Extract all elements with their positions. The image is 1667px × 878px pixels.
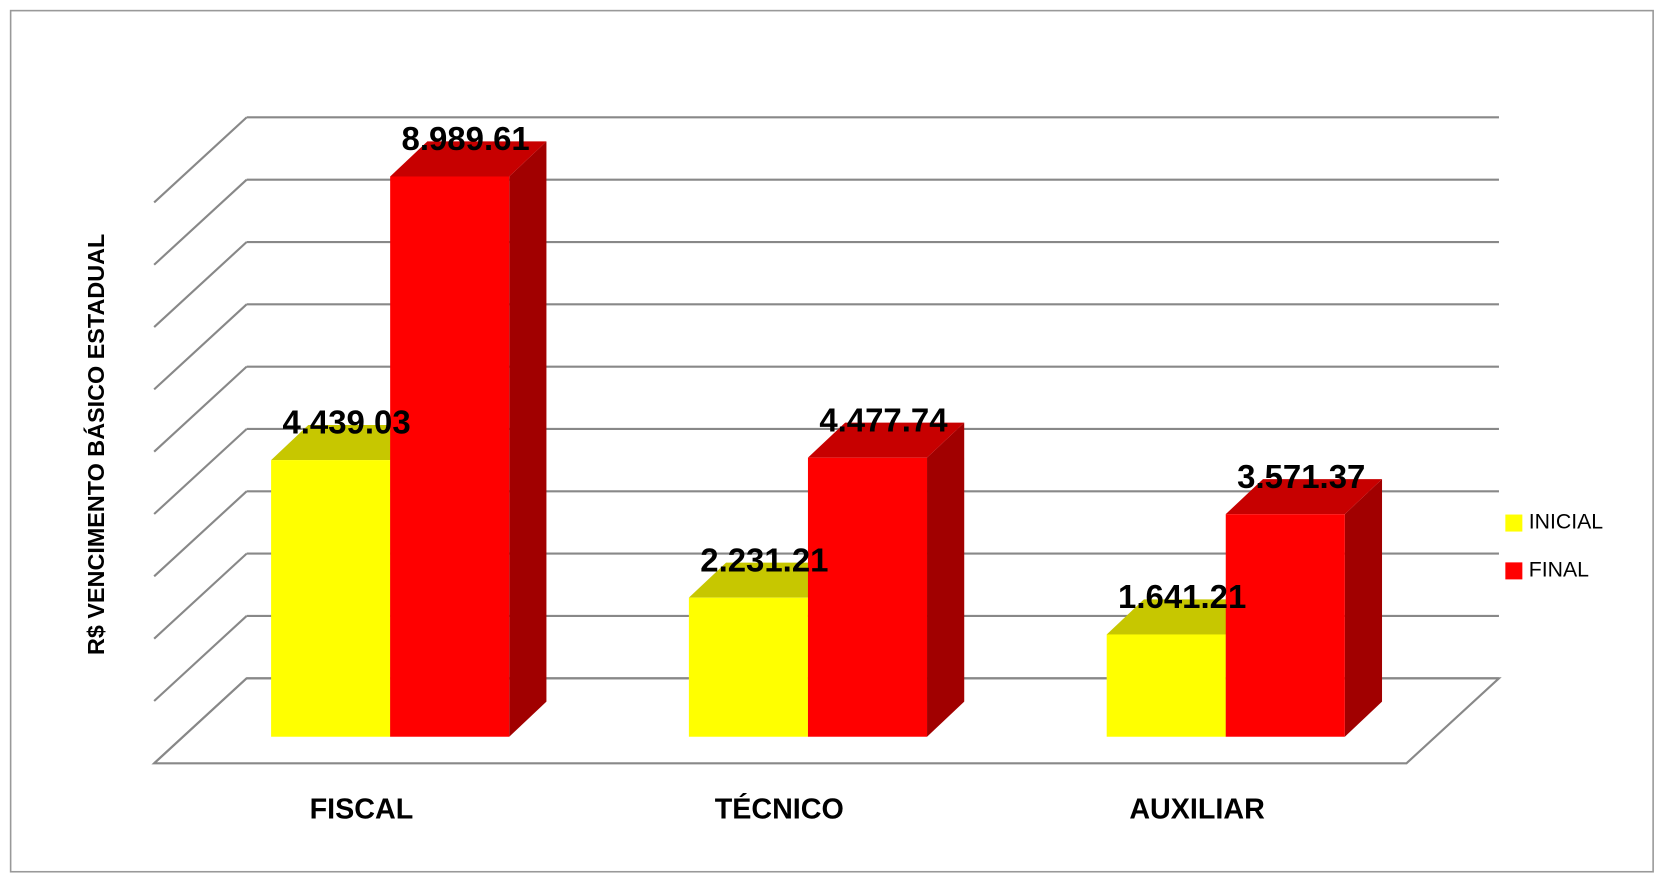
data-label: 8.989.61: [402, 120, 530, 157]
data-label: 4.477.74: [819, 401, 948, 438]
bar: [271, 460, 391, 737]
bar: [390, 176, 510, 737]
side-grid-line: [153, 677, 248, 765]
bar-side: [509, 141, 547, 737]
side-grid-line: [153, 428, 248, 515]
bar-top: [807, 422, 965, 458]
frame: [9, 9, 1654, 873]
bar: [688, 597, 808, 737]
legend-label: FINAL: [1529, 557, 1589, 581]
bar-top: [271, 424, 428, 461]
plot: R$ VENCIMENTO BÁSICO ESTADUAL FISCAL 4.43…: [9, 9, 1654, 873]
data-label: 2.231.21: [700, 541, 828, 578]
side-grid-line: [153, 178, 248, 266]
x-tick-label: FISCAL: [310, 794, 414, 826]
bar: [1225, 514, 1345, 737]
legend-swatch: [1505, 562, 1523, 580]
bar-top: [390, 141, 547, 177]
y-axis-label: R$ VENCIMENTO BÁSICO ESTADUAL: [82, 234, 109, 655]
x-tick-label: AUXILIAR: [1129, 794, 1265, 826]
data-label: 1.641.21: [1118, 578, 1246, 615]
bar: [1106, 634, 1226, 737]
x-tick-label: TÉCNICO: [715, 792, 844, 826]
bar: [807, 457, 928, 737]
bar-top: [1106, 599, 1263, 635]
legend-swatch: [1505, 514, 1523, 532]
bar-top: [1225, 479, 1383, 515]
side-grid-line: [153, 552, 248, 640]
data-label: 4.439.03: [282, 404, 410, 441]
bar-side: [927, 422, 965, 737]
side-grid-line: [153, 241, 248, 328]
side-grid-line: [153, 615, 248, 702]
side-grid-line: [153, 365, 248, 453]
legend-label: INICIAL: [1529, 510, 1604, 534]
bar-top: [688, 562, 846, 598]
side-grid-line: [153, 303, 248, 391]
side-grid-line: [153, 490, 248, 578]
data-label: 3.571.37: [1237, 458, 1365, 495]
side-grid-line: [153, 116, 248, 204]
bar-side: [1344, 479, 1383, 737]
